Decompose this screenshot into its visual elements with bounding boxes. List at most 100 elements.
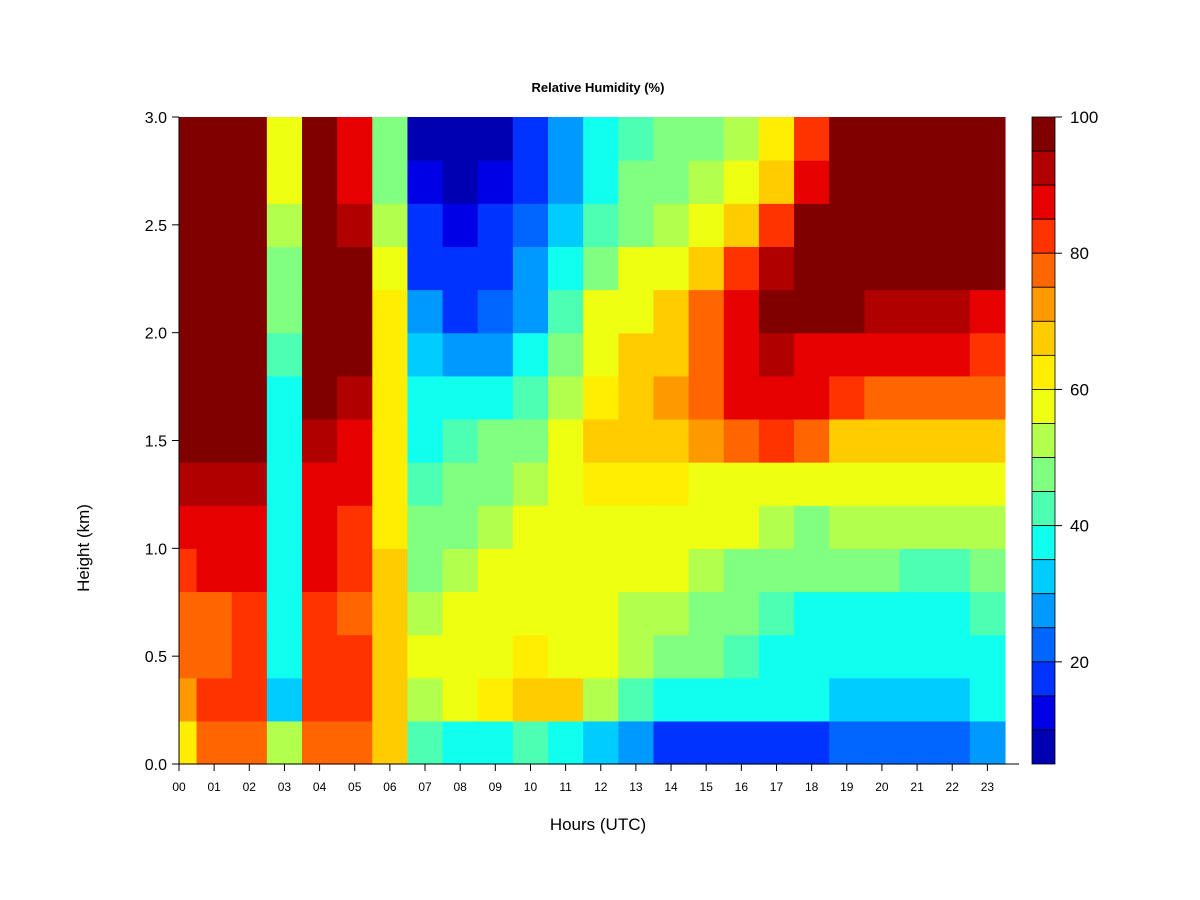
colorbar: 20 40 60 80 100 — [1031, 108, 1098, 765]
x-axis: 00 01 02 03 04 05 06 07 08 09 10 11 12 13 14 15 16 17 18 19… — [172, 763, 1019, 794]
x-tick-label: 22 — [946, 780, 960, 794]
heatmap-cell — [723, 591, 760, 636]
heatmap-cell — [618, 548, 655, 593]
colorbar-swatch — [1031, 354, 1056, 390]
heatmap-cell — [723, 634, 760, 679]
heatmap-cell — [512, 720, 549, 765]
colorbar-swatch — [1031, 661, 1056, 697]
colorbar-swatch — [1031, 320, 1056, 356]
heatmap-cell — [899, 375, 936, 420]
heatmap-cell — [583, 246, 619, 291]
heatmap-cell — [266, 591, 303, 636]
heatmap-cell — [548, 634, 584, 679]
heatmap-cell — [969, 548, 1006, 593]
heatmap-cell — [266, 634, 303, 679]
x-tick-label: 06 — [383, 780, 397, 794]
heatmap-cell — [688, 418, 725, 463]
heatmap-cell — [758, 677, 795, 722]
heatmap-cell — [407, 505, 444, 549]
heatmap-cell — [899, 418, 936, 463]
x-tick-label: 15 — [700, 780, 714, 794]
heatmap-cell — [372, 462, 409, 506]
heatmap-cell — [688, 505, 725, 549]
heatmap-cell — [548, 720, 584, 765]
colorbar-swatch — [1031, 695, 1056, 731]
heatmap-cell — [969, 677, 1006, 722]
heatmap-cell — [758, 375, 795, 420]
heatmap-cell — [337, 634, 373, 679]
heatmap-cell — [477, 332, 514, 377]
heatmap-cell — [179, 203, 198, 247]
heatmap-cell — [372, 505, 409, 549]
heatmap-cell — [618, 375, 655, 420]
x-tick-label: 00 — [172, 780, 186, 794]
heatmap-cell — [934, 677, 971, 722]
x-tick-label: 12 — [594, 780, 608, 794]
colorbar-swatch — [1031, 116, 1056, 152]
heatmap-cell — [372, 591, 409, 636]
heatmap-cell — [653, 634, 690, 679]
heatmap-cell — [548, 591, 584, 636]
heatmap-cell — [548, 246, 584, 291]
colorbar-swatch — [1031, 184, 1056, 220]
heatmap-cell — [899, 117, 936, 161]
heatmap-cell — [899, 160, 936, 204]
heatmap-cell — [231, 720, 268, 765]
heatmap-cell — [337, 548, 373, 593]
heatmap-cell — [548, 117, 584, 161]
heatmap-cell — [723, 548, 760, 593]
heatmap-cell — [548, 548, 584, 593]
colorbar-swatch — [1031, 559, 1056, 595]
heatmap-cell — [583, 332, 619, 377]
heatmap-cell — [407, 591, 444, 636]
heatmap-cell — [934, 160, 971, 204]
heatmap-cell — [407, 548, 444, 593]
heatmap-cell — [618, 332, 655, 377]
y-tick-label: 1.0 — [145, 541, 167, 558]
heatmap-cell — [372, 289, 409, 334]
heatmap-cell — [864, 720, 901, 765]
heatmap-cell — [899, 505, 936, 549]
heatmap-cell — [302, 117, 338, 161]
heatmap-cell — [372, 117, 409, 161]
heatmap-cell — [618, 246, 655, 291]
heatmap-cell — [266, 203, 303, 247]
x-tick-label: 09 — [489, 780, 503, 794]
heatmap-cell — [337, 332, 373, 377]
heatmap-cell — [618, 720, 655, 765]
heatmap-cell — [477, 677, 514, 722]
heatmap-cell — [179, 505, 198, 549]
heatmap-cell — [723, 720, 760, 765]
heatmap-cell — [442, 677, 479, 722]
heatmap-cell — [302, 505, 338, 549]
heatmap-cell — [372, 375, 409, 420]
x-tick-label: 02 — [243, 780, 257, 794]
heatmap-cell — [442, 246, 479, 291]
heatmap-cell — [337, 160, 373, 204]
heatmap-cell — [723, 289, 760, 334]
heatmap-cell — [337, 505, 373, 549]
colorbar-tick-label: 60 — [1070, 380, 1089, 399]
heatmap-cell — [407, 418, 444, 463]
heatmap-cell — [477, 505, 514, 549]
colorbar-tick-label: 20 — [1070, 653, 1089, 672]
heatmap-cell — [302, 160, 338, 204]
heatmap-cell — [723, 375, 760, 420]
heatmap-cell — [723, 246, 760, 291]
heatmap-cell — [442, 720, 479, 765]
heatmap-cell — [969, 289, 1006, 334]
heatmap-cell — [442, 203, 479, 247]
heatmap-cell — [548, 203, 584, 247]
heatmap-cell — [179, 375, 198, 420]
heatmap-cell — [512, 289, 549, 334]
heatmap-cell — [337, 677, 373, 722]
heatmap-cell — [794, 634, 830, 679]
heatmap-cell — [899, 677, 936, 722]
heatmap-cell — [266, 462, 303, 506]
heatmap-cell — [179, 418, 198, 463]
heatmap-cell — [372, 720, 409, 765]
heatmap-cell — [758, 332, 795, 377]
heatmap-cell — [969, 375, 1006, 420]
heatmap-cell — [618, 203, 655, 247]
heatmap-cell — [407, 462, 444, 506]
